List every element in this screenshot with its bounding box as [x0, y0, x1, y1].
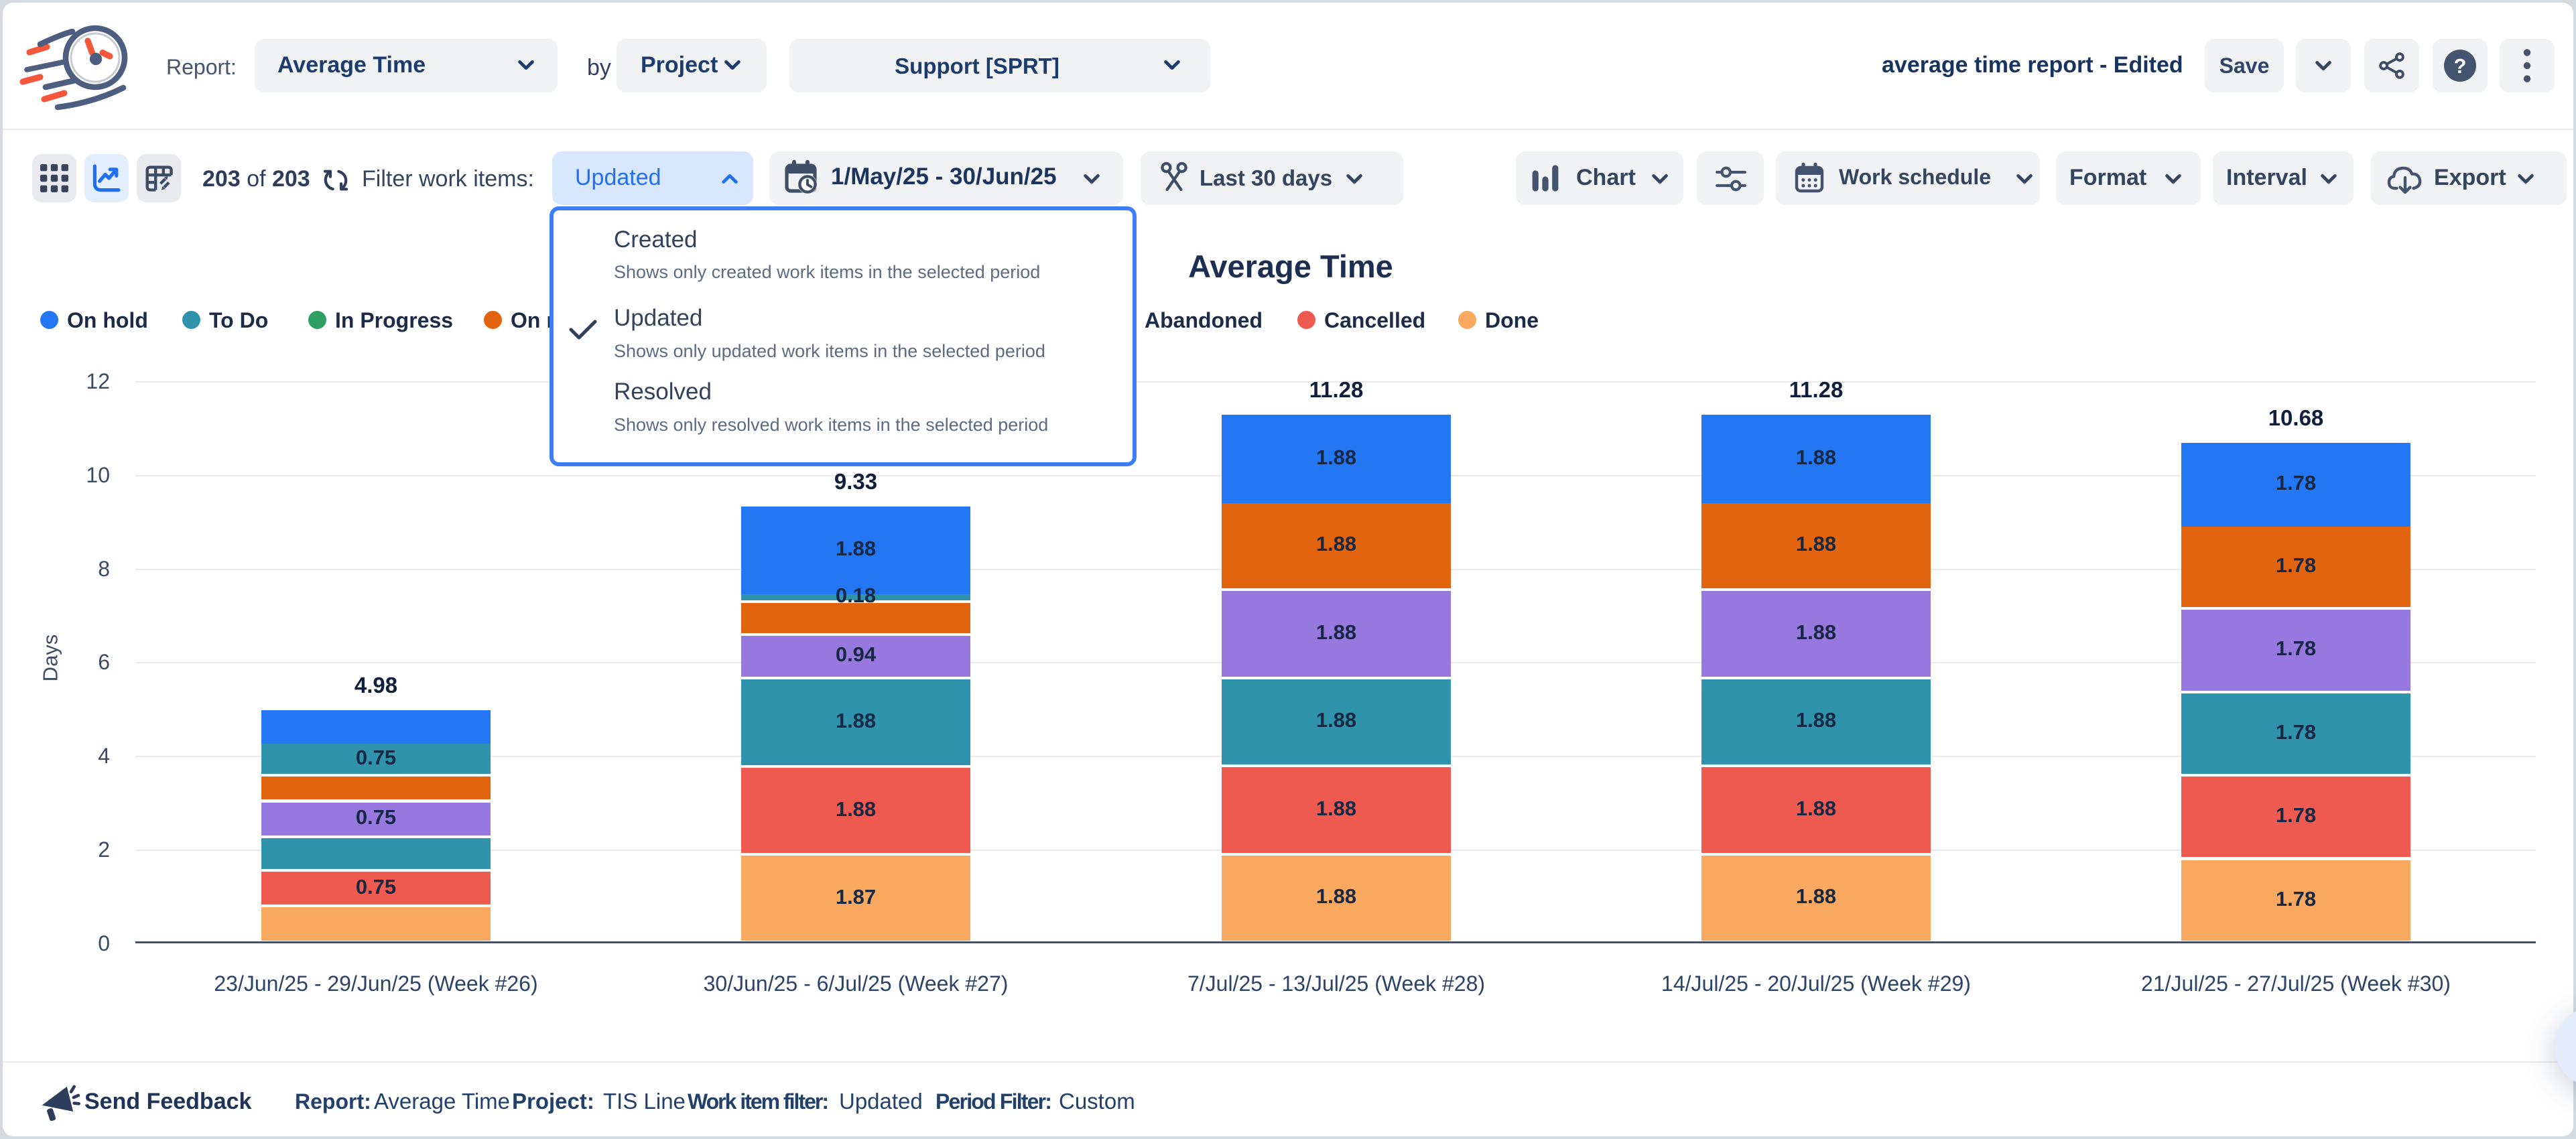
svg-text:?: ?: [2454, 54, 2467, 78]
